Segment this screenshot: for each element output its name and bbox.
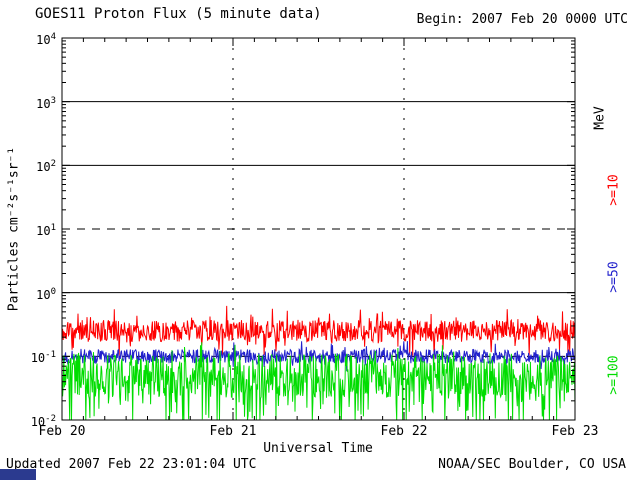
series-label-ge100: >=100 [606, 355, 622, 395]
right-axis-unit-label: MeV [592, 106, 608, 130]
y-tick-label: 10-2 [30, 414, 56, 429]
axis-ticks [61, 37, 576, 421]
series-line-2 [61, 342, 576, 421]
x-axis-label: Universal Time [263, 441, 373, 456]
series-label-ge50: >=50 [606, 261, 622, 293]
series-line-1 [61, 341, 576, 372]
y-tick-label: 100 [36, 286, 56, 302]
chart-title: GOES11 Proton Flux (5 minute data) [35, 6, 322, 22]
series-line-0 [61, 305, 576, 361]
updated-label: Updated 2007 Feb 22 23:01:04 UTC [6, 457, 257, 472]
begin-label: Begin: 2007 Feb 20 0000 UTC [416, 12, 628, 27]
y-tick-label: 10-1 [30, 350, 56, 366]
y-tick-label: 102 [36, 159, 56, 175]
series-lines [61, 305, 576, 421]
y-tick-label: 104 [36, 32, 56, 47]
footer-bar [0, 469, 36, 480]
x-tick-feb23: Feb 23 [551, 424, 599, 439]
x-tick-feb20: Feb 20 [38, 424, 86, 439]
x-tick-feb22: Feb 22 [380, 424, 428, 439]
y-tick-label: 103 [36, 95, 56, 111]
credit-label: NOAA/SEC Boulder, CO USA [438, 457, 626, 472]
x-tick-feb21: Feb 21 [209, 424, 257, 439]
series-label-ge10: >=10 [606, 174, 622, 206]
y-tick-label: 101 [36, 223, 56, 238]
